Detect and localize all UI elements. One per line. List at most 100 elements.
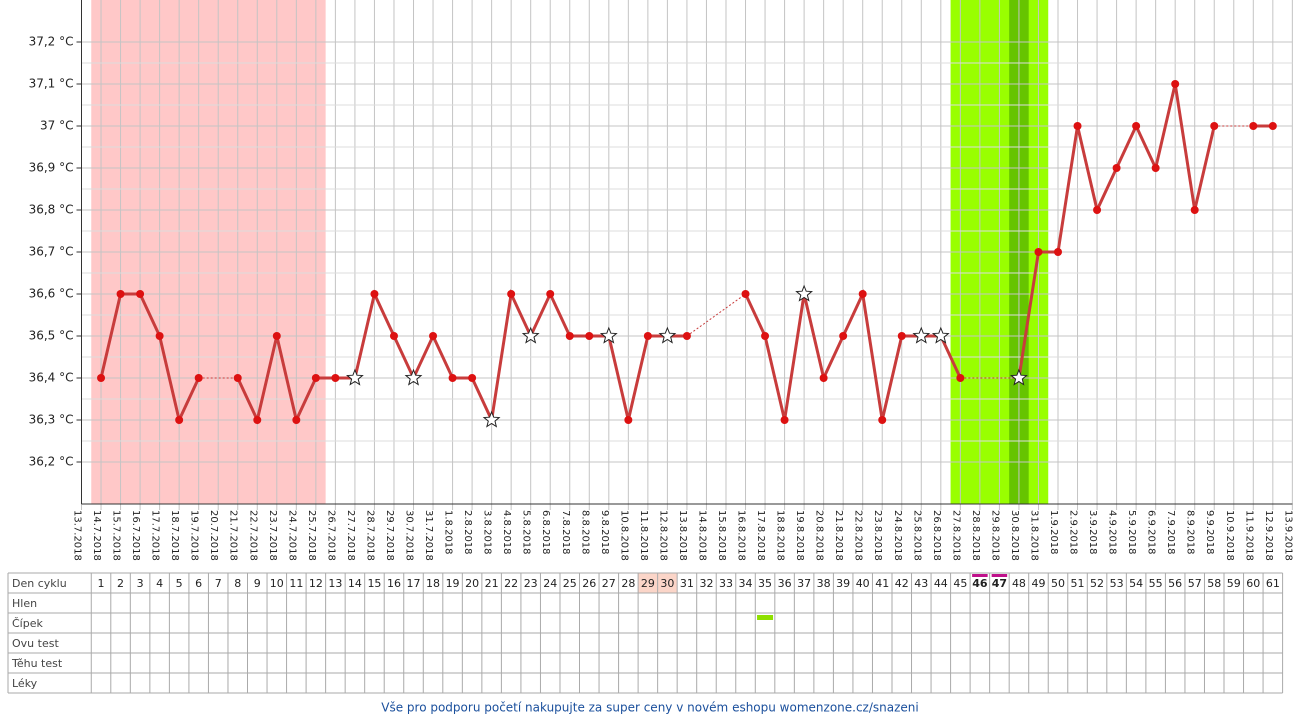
row-label: Hlen xyxy=(12,597,37,610)
x-tick-label: 16.7.2018 xyxy=(130,510,141,561)
x-tick-label: 20.8.2018 xyxy=(814,510,825,561)
marked-cell-bar xyxy=(972,574,988,577)
x-tick-label: 23.8.2018 xyxy=(872,510,883,561)
point xyxy=(546,290,555,298)
x-tick-label: 25.8.2018 xyxy=(911,510,922,561)
x-tick-label: 15.7.2018 xyxy=(111,510,122,561)
cycle-day: 34 xyxy=(739,577,753,590)
point xyxy=(194,374,203,382)
point xyxy=(643,332,652,340)
cycle-day: 40 xyxy=(856,577,870,590)
cycle-day: 28 xyxy=(621,577,635,590)
point xyxy=(1210,122,1219,130)
x-tick-label: 9.9.2018 xyxy=(1204,510,1215,555)
y-tick-label: 36,7 °C xyxy=(29,245,74,259)
x-tick-label: 10.8.2018 xyxy=(618,510,629,561)
cycle-day: 27 xyxy=(602,577,616,590)
x-tick-label: 29.8.2018 xyxy=(989,510,1000,561)
x-tick-label: 21.8.2018 xyxy=(833,510,844,561)
x-tick-label: 26.8.2018 xyxy=(931,510,942,561)
cycle-day: 20 xyxy=(465,577,479,590)
point xyxy=(858,290,867,298)
cipek-mark xyxy=(757,615,774,620)
x-tick-label: 8.9.2018 xyxy=(1185,510,1196,555)
cycle-day: 14 xyxy=(348,577,362,590)
point xyxy=(116,290,125,298)
cycle-day: 11 xyxy=(289,577,303,590)
y-tick-label: 36,8 °C xyxy=(29,203,74,217)
x-tick-label: 7.8.2018 xyxy=(560,510,571,555)
cycle-day: 59 xyxy=(1227,577,1241,590)
x-tick-label: 19.7.2018 xyxy=(189,510,200,561)
point xyxy=(1151,164,1160,172)
footer-link[interactable]: Vše pro podporu početí nakupujte za supe… xyxy=(381,701,918,715)
x-tick-label: 24.8.2018 xyxy=(892,510,903,561)
point xyxy=(956,374,965,382)
row-label: Těhu test xyxy=(11,657,63,670)
cycle-day: 9 xyxy=(254,577,261,590)
cycle-day: 60 xyxy=(1246,577,1260,590)
x-tick-label: 3.9.2018 xyxy=(1087,510,1098,555)
x-tick-label: 2.8.2018 xyxy=(462,510,473,555)
cycle-day: 54 xyxy=(1129,577,1143,590)
point xyxy=(331,374,340,382)
cycle-day: 42 xyxy=(895,577,909,590)
cycle-day: 45 xyxy=(953,577,967,590)
gap-connector xyxy=(686,293,746,337)
cycle-day: 12 xyxy=(309,577,323,590)
highlight-cell xyxy=(638,573,658,593)
x-tick-label: 2.9.2018 xyxy=(1068,510,1079,555)
cycle-day: 48 xyxy=(1012,577,1026,590)
point xyxy=(97,374,106,382)
cycle-day: 53 xyxy=(1110,577,1124,590)
cycle-day: 2 xyxy=(117,577,124,590)
point xyxy=(1093,206,1102,214)
point xyxy=(448,374,457,382)
point xyxy=(839,332,848,340)
cycle-day: 39 xyxy=(836,577,850,590)
x-tick-label: 28.7.2018 xyxy=(364,510,375,561)
point xyxy=(311,374,320,382)
cycle-day: 31 xyxy=(680,577,694,590)
x-tick-label: 30.8.2018 xyxy=(1009,510,1020,561)
star-point xyxy=(404,368,423,386)
x-tick-label: 18.8.2018 xyxy=(775,510,786,561)
point xyxy=(429,332,438,340)
row-label: Léky xyxy=(12,677,38,690)
point xyxy=(878,416,887,424)
cycle-day: 5 xyxy=(176,577,183,590)
cycle-day: 41 xyxy=(875,577,889,590)
point xyxy=(1073,122,1082,130)
cycle-day: 7 xyxy=(215,577,222,590)
x-tick-label: 27.7.2018 xyxy=(345,510,356,561)
y-tick-label: 36,2 °C xyxy=(29,455,74,469)
x-tick-label: 6.9.2018 xyxy=(1146,510,1157,555)
y-tick-label: 36,9 °C xyxy=(29,161,74,175)
cycle-day: 16 xyxy=(387,577,401,590)
point xyxy=(1249,122,1258,130)
star-point xyxy=(521,326,540,344)
y-tick-label: 37,1 °C xyxy=(29,77,74,91)
x-tick-label: 13.8.2018 xyxy=(677,510,688,561)
point xyxy=(741,290,750,298)
point xyxy=(565,332,574,340)
cycle-day: 33 xyxy=(719,577,733,590)
cycle-day: 46 xyxy=(972,577,988,590)
star-point xyxy=(346,368,364,386)
cycle-day: 26 xyxy=(582,577,596,590)
point xyxy=(1034,248,1043,256)
x-tick-label: 30.7.2018 xyxy=(404,510,415,561)
point xyxy=(780,416,789,424)
cycle-day: 37 xyxy=(797,577,811,590)
y-tick-label: 36,5 °C xyxy=(29,329,74,343)
x-tick-label: 22.8.2018 xyxy=(853,510,864,561)
x-tick-label: 9.8.2018 xyxy=(599,510,610,555)
cycle-day: 61 xyxy=(1266,577,1280,590)
x-tick-label: 17.7.2018 xyxy=(150,510,161,561)
cycle-day: 56 xyxy=(1168,577,1182,590)
y-tick-label: 36,6 °C xyxy=(29,287,74,301)
x-tick-label: 21.7.2018 xyxy=(228,510,239,561)
x-tick-label: 3.8.2018 xyxy=(482,510,493,555)
point xyxy=(1190,206,1199,214)
